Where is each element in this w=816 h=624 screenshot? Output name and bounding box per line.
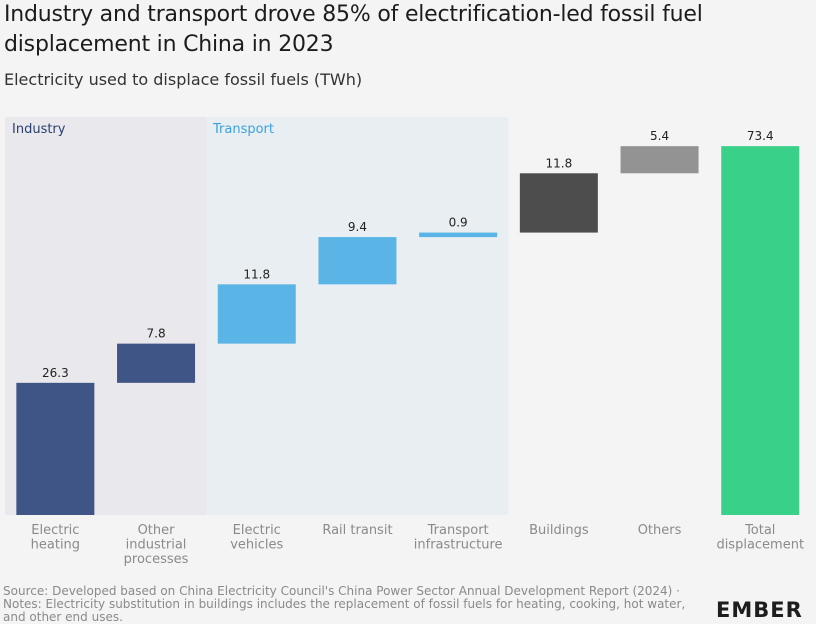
value-label-transport-infrastructure: 0.9 [449, 216, 468, 230]
bar-electric-heating [16, 382, 95, 515]
transport-group-label: Transport [212, 122, 274, 137]
category-label-other-industrial-processes: processes [124, 552, 189, 567]
category-label-other-industrial-processes: Other [138, 523, 176, 538]
bar-rail-transit [318, 237, 397, 285]
category-label-electric-heating: Electric [31, 523, 79, 538]
source-note: Source: Developed based on China Electri… [3, 584, 686, 624]
industry-group-label: Industry [12, 122, 66, 137]
bar-total-displacement [721, 146, 800, 515]
category-label-transport-infrastructure: Transport [427, 523, 489, 538]
chart-subtitle: Electricity used to displace fossil fuel… [4, 70, 363, 89]
category-label-other-industrial-processes: industrial [126, 538, 187, 553]
bar-others [620, 146, 699, 174]
value-label-electric-heating: 26.3 [42, 366, 69, 380]
category-label-electric-vehicles: vehicles [230, 538, 283, 553]
category-label-buildings: Buildings [529, 523, 589, 538]
category-label-total-displacement: displacement [716, 538, 804, 553]
chart-title: Industry and transport drove 85% of elec… [4, 2, 703, 57]
value-label-others: 5.4 [650, 129, 669, 143]
category-label-electric-heating: heating [31, 538, 80, 553]
category-label-rail-transit: Rail transit [322, 523, 392, 538]
value-label-rail-transit: 9.4 [348, 220, 367, 234]
category-label-total-displacement: Total [744, 523, 775, 538]
bar-buildings [519, 173, 598, 233]
value-label-other-industrial-processes: 7.8 [147, 327, 166, 341]
bar-transport-infrastructure [419, 232, 498, 238]
value-label-total-displacement: 73.4 [747, 129, 774, 143]
category-label-others: Others [638, 523, 682, 538]
value-label-electric-vehicles: 11.8 [243, 267, 270, 281]
waterfall-chart: Industry Transport 26.3Electricheating7.… [5, 117, 804, 567]
bar-electric-vehicles [217, 284, 296, 344]
category-label-electric-vehicles: Electric [233, 523, 281, 538]
value-label-buildings: 11.8 [545, 156, 572, 170]
category-label-transport-infrastructure: infrastructure [414, 538, 503, 553]
bar-other-industrial-processes [117, 343, 196, 383]
ember-logo: EMBER [716, 598, 803, 622]
